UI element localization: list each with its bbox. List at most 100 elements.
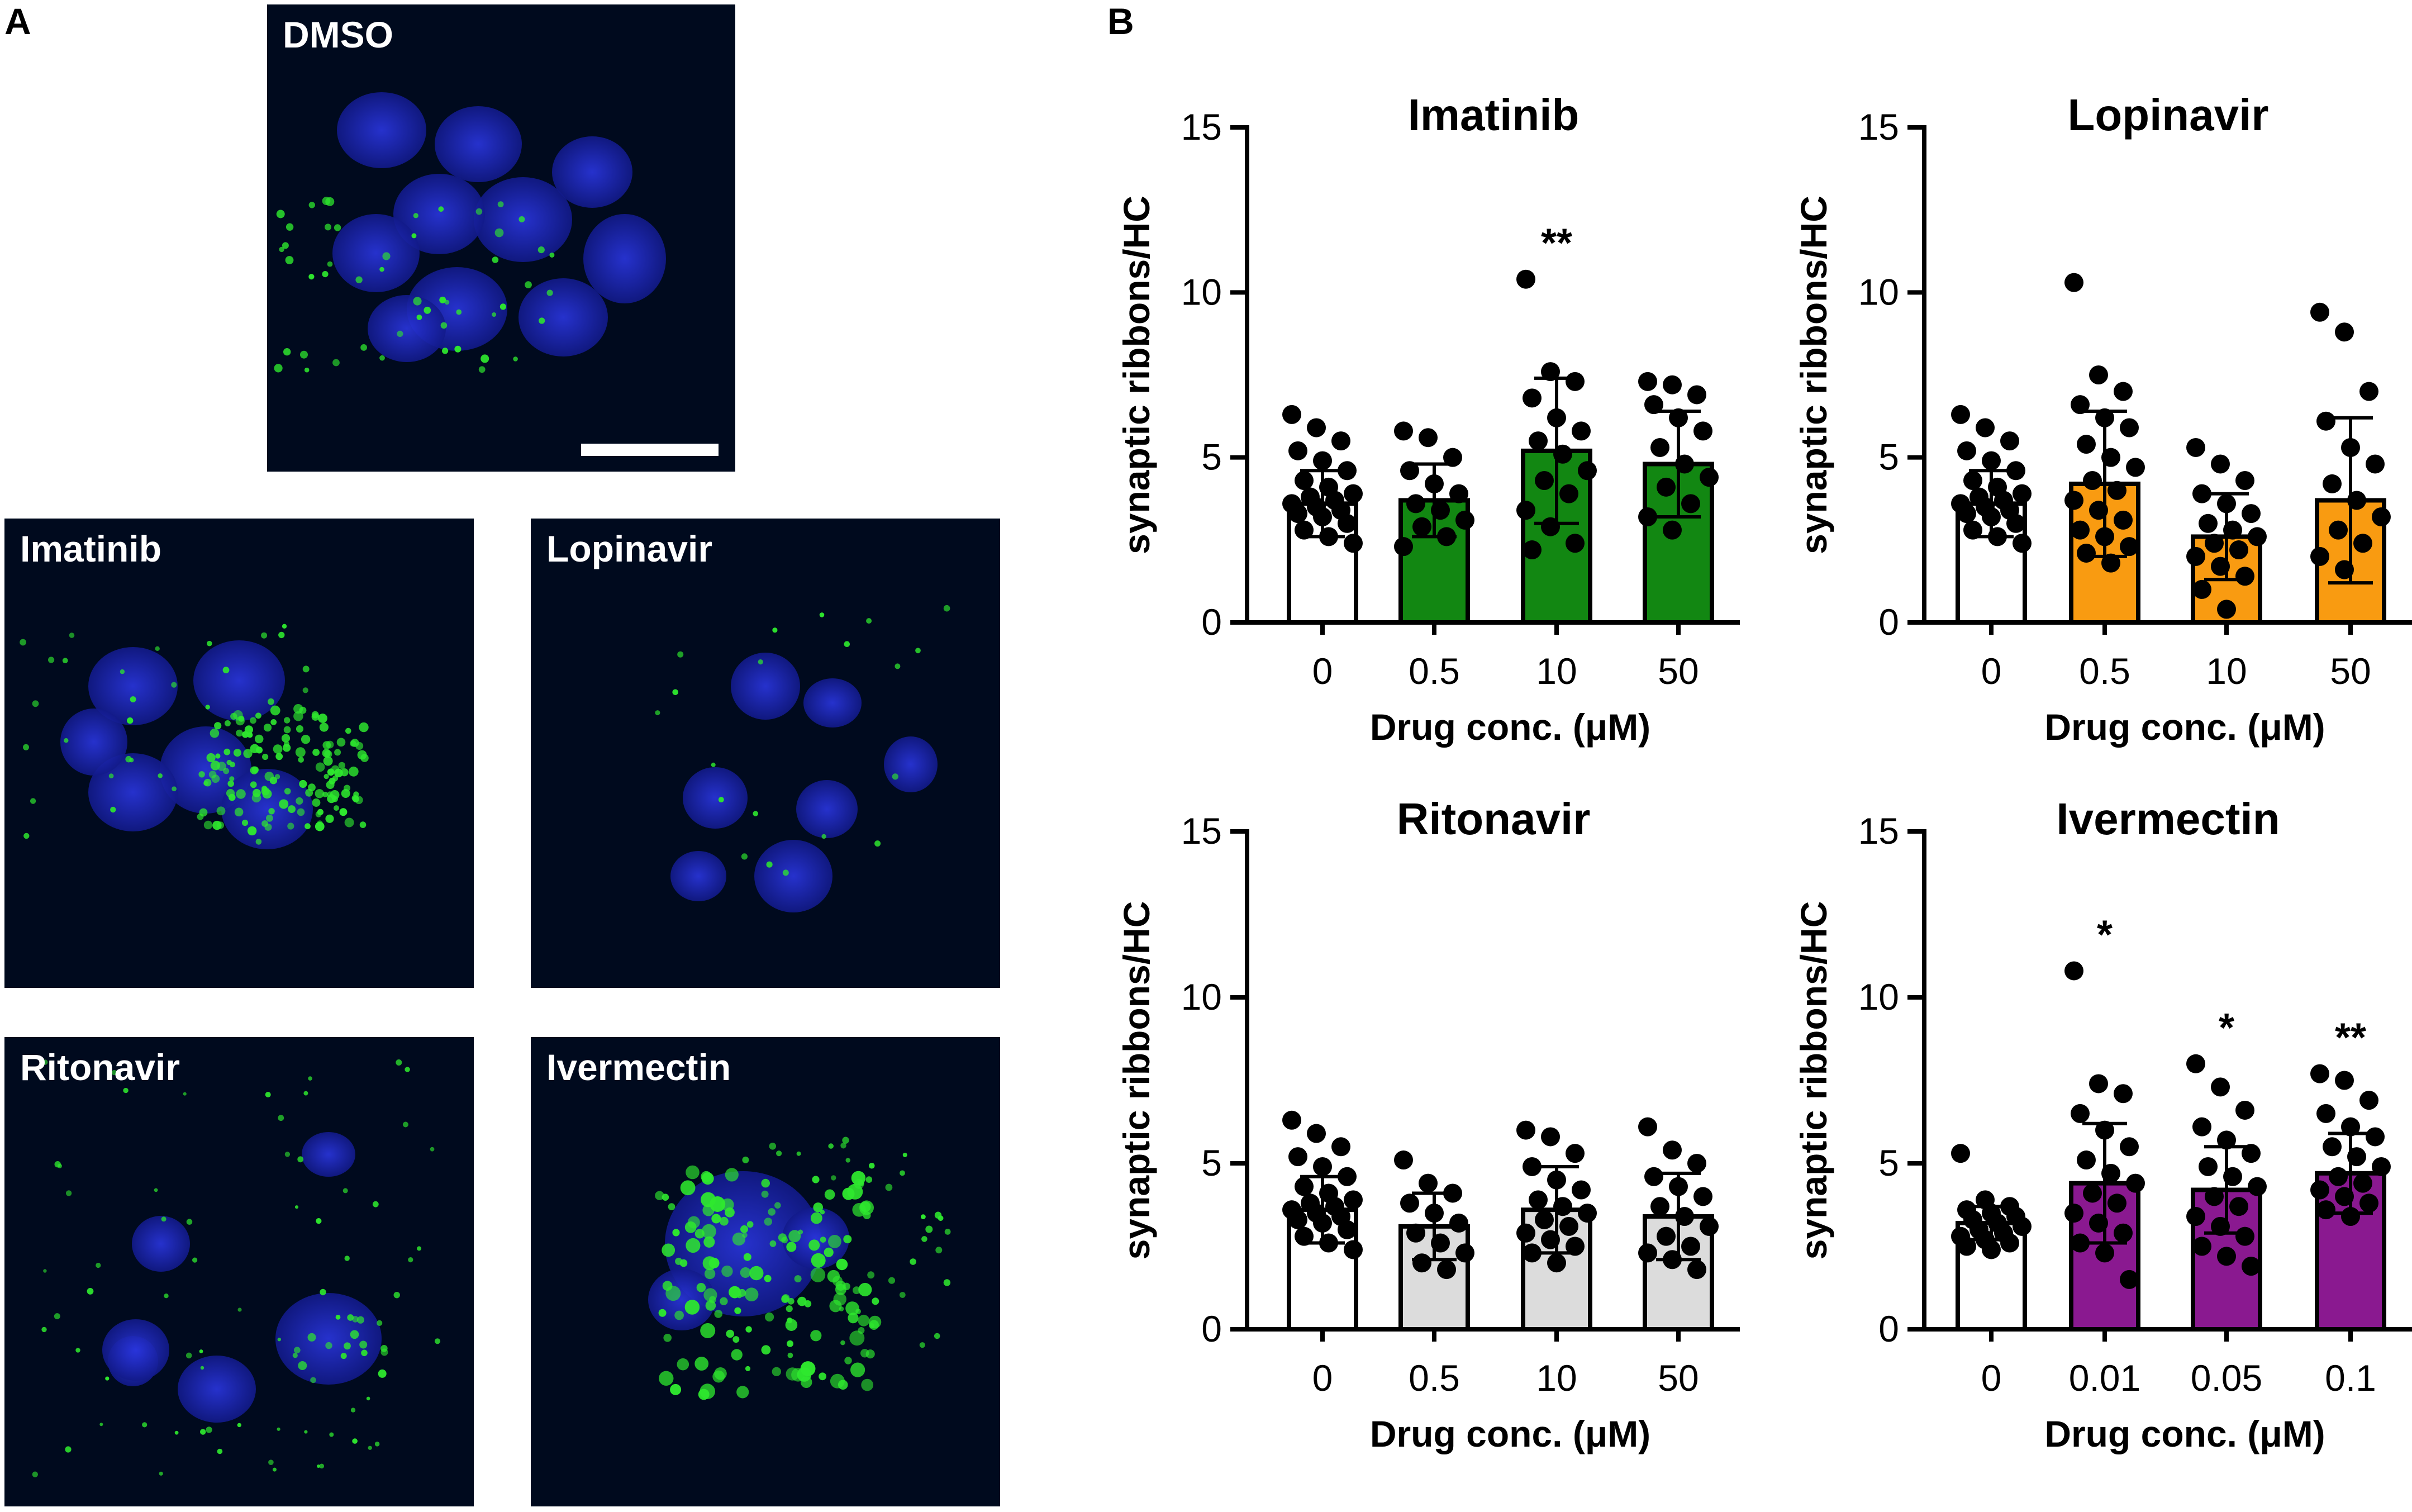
data-point	[1675, 454, 1694, 474]
data-point	[1541, 517, 1560, 536]
ribbon-dot-6	[334, 224, 341, 231]
ribbon-dot-67	[329, 1432, 334, 1437]
ribbon-dot-81	[293, 1347, 301, 1354]
ribbon-dot-33	[226, 789, 235, 798]
ribbon-dot-133	[23, 744, 29, 750]
data-point	[1338, 1167, 1357, 1186]
ribbon-dot-123	[243, 749, 253, 758]
data-point	[1638, 1243, 1657, 1263]
ribbon-dot-85	[662, 1243, 675, 1257]
nucleus-2	[178, 1356, 256, 1423]
ribbon-dot-108	[348, 766, 359, 777]
ribbon-dot-99	[283, 741, 290, 747]
ribbon-dot-29	[268, 1459, 274, 1465]
ribbon-dot-10	[297, 808, 305, 816]
ribbon-dot-14	[741, 853, 748, 860]
ribbon-dot-178	[796, 1151, 801, 1156]
ribbon-dot-49	[684, 1300, 700, 1315]
data-point	[1547, 1253, 1566, 1273]
ribbon-dot-83	[270, 705, 280, 716]
ribbon-dot-16	[288, 805, 296, 814]
ribbon-dot-51	[308, 274, 315, 280]
data-point	[1663, 520, 1682, 540]
x-axis-label: Drug conc. (μM)	[2044, 1413, 2325, 1454]
data-point	[1578, 461, 1597, 481]
ribbon-dot-157	[255, 839, 262, 845]
ribbon-dot-77	[347, 1314, 354, 1321]
ribbon-dot-85	[212, 820, 222, 830]
ribbon-dot-80	[266, 814, 273, 822]
ribbon-dot-12	[828, 1235, 841, 1248]
ribbon-dot-29	[824, 1247, 834, 1257]
ribbon-dot-135	[819, 1259, 825, 1265]
data-point	[2192, 484, 2211, 503]
ribbon-dot-126	[737, 1293, 742, 1299]
ribbon-dot-75	[344, 1342, 351, 1350]
ribbon-dot-12	[275, 753, 283, 760]
ribbon-dot-26	[273, 744, 283, 754]
ribbon-dot-47	[200, 1429, 206, 1435]
ribbon-dot-49	[323, 756, 333, 766]
ribbon-dot-95	[788, 1230, 801, 1243]
ribbon-dot-71	[322, 741, 331, 749]
ribbon-dot-60	[701, 1171, 712, 1182]
ribbon-dot-51	[402, 1121, 408, 1128]
ribbon-dot-97	[331, 765, 340, 774]
nucleus-1	[803, 678, 862, 728]
nucleus-2	[683, 767, 748, 829]
ribbon-dot-151	[215, 753, 221, 759]
data-point	[2013, 1216, 2032, 1236]
ribbon-dot-1	[518, 216, 525, 222]
data-point	[1406, 1223, 1425, 1243]
ribbon-dot-145	[787, 1318, 793, 1324]
ribbon-dot-115	[210, 728, 220, 738]
ribbon-dot-18	[317, 1465, 320, 1468]
ribbon-dot-90	[694, 1357, 709, 1371]
y-tick-label: 15	[1858, 106, 1899, 148]
ribbon-dot-124	[869, 1163, 875, 1169]
data-point	[2192, 1117, 2211, 1137]
x-tick-label: 0	[1981, 650, 2002, 692]
ribbon-dot-93	[206, 753, 216, 763]
data-point	[1687, 1154, 1706, 1173]
ribbon-dot-119	[359, 821, 367, 828]
ribbon-dot-148	[794, 1275, 802, 1283]
ribbon-dot-130	[769, 1143, 777, 1150]
ribbon-dot-15	[279, 246, 284, 253]
data-point	[2126, 458, 2145, 477]
data-point	[2077, 1150, 2096, 1170]
ribbon-dot-177	[842, 1137, 849, 1144]
data-point	[2064, 273, 2083, 292]
ribbon-dot-11	[199, 1349, 203, 1353]
ribbon-dot-29	[539, 317, 545, 324]
data-point	[1957, 441, 1976, 460]
ribbon-dot-113	[247, 826, 257, 836]
nucleus-5	[670, 851, 726, 901]
ribbon-dot-159	[323, 774, 329, 779]
significance-marker: **	[1541, 221, 1572, 266]
data-point	[2077, 543, 2096, 563]
data-point	[2248, 527, 2267, 546]
data-point	[1957, 504, 1976, 524]
data-point	[2101, 553, 2120, 573]
ribbon-dot-155	[742, 1232, 748, 1238]
ribbon-dot-53	[497, 201, 504, 207]
ribbon-dot-40	[786, 1242, 797, 1252]
ribbon-dot-107	[261, 787, 270, 796]
ribbon-dot-103	[242, 731, 249, 738]
data-point	[1288, 1210, 1307, 1229]
ribbon-dot-8	[334, 805, 339, 811]
data-point	[1663, 375, 1682, 394]
ribbon-dot-14	[87, 1288, 94, 1295]
ribbon-dot-168	[734, 1307, 741, 1314]
ribbon-dot-119	[791, 1368, 805, 1382]
ribbon-dot-11	[740, 1267, 751, 1278]
ribbon-dot-58	[255, 712, 261, 719]
ribbon-dot-105	[353, 791, 359, 797]
data-point	[1541, 362, 1560, 382]
micrograph-lopinavir-image	[531, 519, 1000, 988]
data-point	[1288, 504, 1307, 524]
ribbon-dot-129	[345, 728, 351, 734]
data-point	[1578, 1204, 1597, 1223]
ribbon-dot-112	[339, 808, 348, 816]
